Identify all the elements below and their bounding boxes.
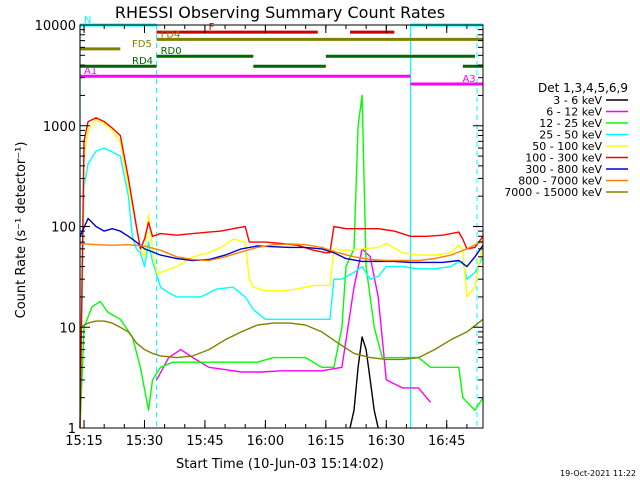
- x-tick-label: 15:45: [186, 434, 223, 449]
- legend-label: 12 - 25 keV: [539, 117, 602, 130]
- series-line: [79, 240, 484, 262]
- legend-label: 25 - 50 keV: [539, 129, 602, 142]
- legend-label: 100 - 300 keV: [525, 152, 602, 165]
- plot-frame: [79, 24, 484, 429]
- legend-title: Det 1,3,4,5,6,9: [538, 81, 628, 95]
- flag-label-rd0: RD0: [161, 46, 182, 57]
- legend-label: 800 - 7000 keV: [518, 175, 602, 188]
- series-line: [79, 217, 484, 268]
- flag-label-a3: A3: [462, 74, 475, 85]
- y-tick-label: 1000: [43, 120, 76, 135]
- y-tick-label: 10: [59, 321, 76, 336]
- series-line: [79, 117, 484, 429]
- flag-label-fd4: FD4: [161, 29, 181, 40]
- x-tick-label: 16:15: [307, 434, 344, 449]
- flag-label-a1: A1: [84, 66, 97, 77]
- chart-title: RHESSI Observing Summary Count Rates: [115, 3, 445, 22]
- series-line: [155, 248, 432, 403]
- series-line: [79, 318, 484, 361]
- y-tick-label: 1: [68, 422, 76, 437]
- render-timestamp: 19-Oct-2021 11:22: [560, 469, 636, 478]
- plot-area: N F FD4 FD5 RD0 RD4 A1 A3 1 10 100 1000 10000 15:15 15…: [35, 15, 484, 449]
- flag-label-n: N: [84, 15, 91, 26]
- flag-label-rd4: RD4: [132, 56, 153, 67]
- x-tick-label: 15:15: [65, 434, 102, 449]
- legend-label: 300 - 800 keV: [525, 163, 602, 176]
- x-tick-label: 16:45: [428, 434, 465, 449]
- legend-label: 7000 - 15000 keV: [504, 186, 602, 199]
- flag-label-f: F: [209, 22, 215, 33]
- y-axis-label: Count Rate (s⁻¹ detector⁻¹): [14, 142, 29, 319]
- series-line: [79, 147, 484, 429]
- x-axis-label: Start Time (10-Jun-03 15:14:02): [176, 457, 384, 472]
- flag-label-fd5: FD5: [132, 39, 152, 50]
- y-tick-label: 10000: [35, 19, 76, 34]
- legend-label: 50 - 100 keV: [532, 140, 602, 153]
- x-tick-label: 15:30: [126, 434, 163, 449]
- legend-label: 3 - 6 keV: [553, 94, 602, 107]
- x-tick-label: 16:30: [368, 434, 405, 449]
- legend-label: 6 - 12 keV: [546, 106, 602, 119]
- y-tick-label: 100: [51, 221, 76, 236]
- series-line: [79, 118, 484, 429]
- x-tick-label: 16:00: [247, 434, 284, 449]
- series-line: [349, 336, 379, 429]
